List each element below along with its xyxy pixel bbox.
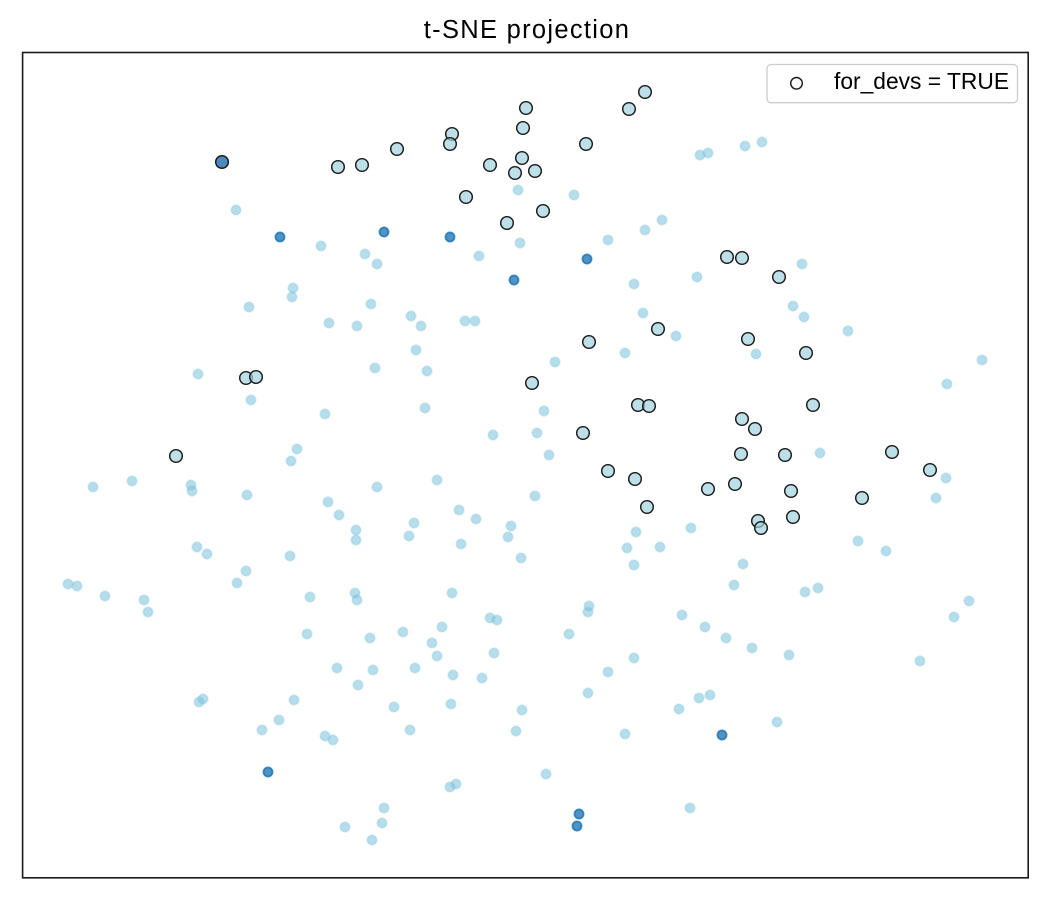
svg-text:t-SNE projection: t-SNE projection [424,16,630,44]
svg-text:for_devs = TRUE: for_devs = TRUE [834,68,1009,94]
